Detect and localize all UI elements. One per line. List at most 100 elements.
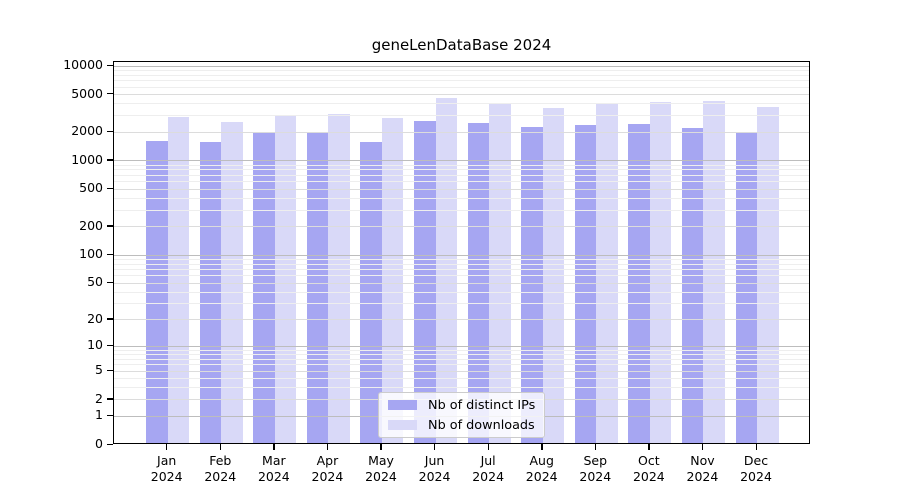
gridline-1000 — [114, 160, 809, 162]
chart-title: geneLenDataBase 2024 — [371, 36, 552, 54]
x-tick-label: Jul 2024 — [472, 453, 505, 484]
y-tick-label: 5000 — [71, 85, 103, 101]
y-axis-tick — [107, 187, 113, 189]
x-axis-tick — [434, 444, 436, 450]
x-tick-label: Sep 2024 — [579, 453, 612, 484]
gridline-3 — [114, 387, 809, 389]
bar-nb-of-distinct-ips — [414, 121, 436, 443]
y-tick-label: 0 — [95, 436, 103, 451]
x-tick-label: Aug 2024 — [525, 453, 558, 484]
gridline-2000 — [114, 131, 809, 133]
y-tick-label: 100 — [79, 246, 103, 262]
x-tick-label: Mar 2024 — [257, 453, 290, 484]
gridline-5000 — [114, 94, 809, 96]
y-axis-tick — [107, 318, 113, 320]
bar-nb-of-downloads — [649, 101, 672, 443]
x-axis-tick — [541, 444, 543, 450]
x-tick-label: May 2024 — [365, 453, 397, 484]
y-axis-tick — [107, 281, 113, 283]
gridline-700 — [114, 174, 809, 176]
y-axis-tick — [107, 225, 113, 227]
gridline-900 — [114, 164, 809, 166]
y-tick-label: 2000 — [71, 123, 103, 139]
x-tick-label: Dec 2024 — [740, 453, 772, 484]
x-axis-tick — [701, 444, 704, 450]
y-axis-tick — [107, 414, 113, 417]
gridline-20 — [114, 319, 809, 321]
gridline-40 — [114, 291, 809, 293]
y-tick-label: 2 — [95, 390, 103, 406]
bar-nb-of-downloads — [381, 117, 404, 443]
bar-nb-of-distinct-ips — [521, 126, 543, 443]
legend-label-downloads: Nb of downloads — [428, 417, 535, 433]
bar-nb-of-downloads — [328, 113, 350, 443]
gridline-9 — [114, 349, 809, 351]
legend-label-distinct-ips: Nb of distinct IPs — [428, 397, 536, 413]
gridline-300 — [114, 209, 809, 211]
gridline-30 — [114, 303, 809, 305]
gridline-60 — [114, 275, 809, 277]
bar-nb-of-downloads — [167, 116, 190, 443]
gridline-600 — [114, 181, 809, 183]
legend-item-downloads: Nb of downloads — [388, 418, 535, 433]
gridline-400 — [114, 197, 809, 199]
gridline-800 — [114, 169, 809, 171]
legend-swatch-distinct-ips — [388, 400, 417, 410]
bar-nb-of-downloads — [221, 121, 243, 443]
y-tick-label: 500 — [79, 180, 103, 196]
x-axis-tick — [380, 444, 382, 450]
x-axis-tick — [487, 444, 489, 450]
x-tick-label: Oct 2024 — [632, 453, 665, 484]
gridline-6000 — [114, 86, 809, 88]
bar-nb-of-downloads — [435, 97, 458, 443]
y-tick-label: 1 — [95, 407, 103, 423]
bar-nb-of-distinct-ips — [574, 125, 597, 443]
x-tick-label: Nov 2024 — [686, 453, 719, 484]
gridline-9000 — [114, 69, 809, 71]
plot-area — [113, 61, 810, 444]
y-axis-tick — [107, 253, 113, 255]
y-tick-label: 50 — [87, 274, 103, 290]
gridline-80 — [114, 263, 809, 265]
y-axis-tick — [107, 369, 113, 372]
x-tick-label: Feb 2024 — [204, 453, 237, 484]
bar-nb-of-distinct-ips — [306, 132, 329, 443]
y-axis-tick — [107, 93, 113, 95]
x-axis-tick — [219, 444, 222, 450]
gridline-4000 — [114, 103, 809, 105]
bar-nb-of-downloads — [489, 102, 511, 443]
gridline-70 — [114, 269, 809, 271]
gridline-4 — [114, 378, 809, 380]
gridline-10 — [114, 345, 809, 347]
y-tick-label: 200 — [79, 217, 103, 233]
legend: Nb of distinct IPs Nb of downloads — [378, 392, 545, 438]
gridline-5 — [114, 370, 809, 372]
gridline-10000 — [114, 65, 809, 67]
gridline-8000 — [114, 74, 809, 76]
x-tick-label: Jan 2024 — [150, 453, 183, 484]
x-axis-tick — [326, 444, 329, 450]
bar-nb-of-downloads — [274, 115, 297, 443]
y-axis-tick — [107, 130, 113, 132]
x-tick-label: Apr 2024 — [311, 453, 344, 484]
x-axis-tick — [648, 444, 650, 450]
x-axis-tick — [166, 444, 168, 450]
gridline-50 — [114, 282, 809, 284]
gridline-7 — [114, 358, 809, 360]
gridline-100 — [114, 254, 809, 256]
gridline-500 — [114, 188, 809, 190]
y-axis-tick — [107, 159, 113, 161]
y-tick-label: 10 — [87, 337, 103, 353]
bar-nb-of-downloads — [596, 103, 618, 443]
y-tick-label: 20 — [87, 310, 103, 326]
bar-nb-of-distinct-ips — [735, 132, 757, 443]
y-tick-label: 1000 — [71, 151, 103, 167]
legend-item-distinct-ips: Nb of distinct IPs — [388, 398, 535, 413]
gridline-200 — [114, 226, 809, 228]
y-axis-tick — [107, 398, 113, 400]
gridline-90 — [114, 258, 809, 260]
y-tick-label: 5 — [95, 362, 103, 378]
x-axis-tick — [594, 444, 597, 450]
gridline-7000 — [114, 80, 809, 82]
